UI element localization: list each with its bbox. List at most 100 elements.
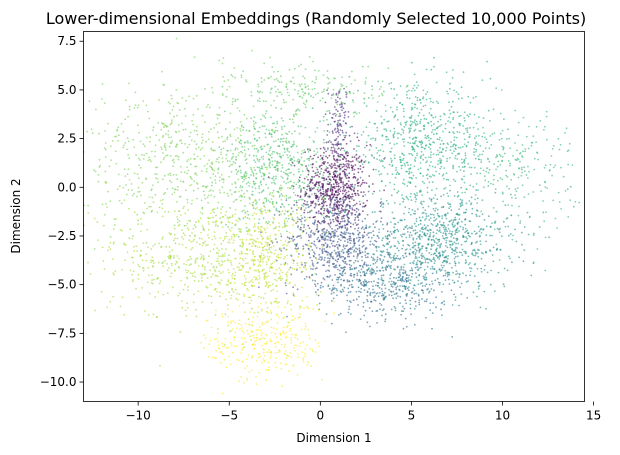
data-point (258, 185, 260, 188)
data-point (222, 253, 224, 256)
data-point (215, 123, 218, 126)
data-point (397, 230, 400, 233)
data-point (404, 299, 407, 302)
data-point (335, 185, 338, 188)
data-point (326, 243, 329, 246)
data-point (385, 138, 388, 141)
data-point (332, 220, 335, 223)
data-point (111, 140, 114, 142)
data-point (307, 88, 310, 90)
data-point (396, 171, 399, 174)
data-point (390, 151, 392, 153)
data-point (512, 234, 514, 237)
data-point (425, 174, 428, 177)
data-point (247, 148, 250, 151)
data-point (349, 186, 351, 189)
data-point (345, 198, 347, 200)
data-point (454, 144, 457, 147)
data-point (449, 184, 451, 187)
data-point (424, 134, 427, 137)
data-point (415, 257, 418, 259)
data-point (459, 146, 462, 149)
data-point (406, 287, 409, 290)
data-point (283, 101, 285, 104)
data-point (229, 112, 232, 115)
data-point (508, 234, 510, 237)
data-point (121, 269, 123, 271)
data-point (358, 290, 360, 293)
data-point (428, 143, 431, 145)
data-point (298, 218, 300, 221)
data-point (332, 183, 335, 186)
data-point (342, 267, 345, 269)
data-point (527, 147, 530, 150)
data-point (321, 238, 324, 241)
data-point (411, 107, 414, 110)
data-point (499, 177, 502, 180)
data-point (474, 144, 477, 147)
data-point (564, 132, 566, 134)
data-point (319, 188, 322, 191)
data-point (346, 223, 348, 225)
data-point (288, 241, 290, 243)
data-point (309, 187, 311, 190)
data-point (251, 193, 254, 196)
data-point (474, 157, 477, 160)
data-point (373, 244, 375, 246)
data-point (309, 236, 312, 238)
data-point (285, 199, 288, 202)
data-point (317, 69, 320, 72)
data-point (356, 145, 358, 147)
data-point (258, 136, 261, 139)
data-point (152, 201, 155, 204)
data-point (160, 161, 162, 164)
data-point (86, 130, 88, 133)
data-point (441, 254, 444, 257)
data-point (565, 127, 568, 130)
data-point (331, 94, 333, 96)
data-point (446, 192, 449, 195)
data-point (299, 174, 302, 176)
data-point (527, 165, 529, 168)
data-point (330, 236, 332, 239)
data-point (323, 162, 325, 165)
data-point (432, 238, 435, 241)
data-point (312, 96, 315, 99)
data-point (202, 255, 205, 257)
data-point (141, 266, 144, 269)
data-point (483, 290, 486, 293)
data-point (206, 185, 209, 188)
data-point (481, 135, 484, 138)
data-point (455, 273, 457, 276)
data-point (136, 173, 139, 176)
data-point (499, 112, 502, 115)
data-point (542, 200, 544, 202)
data-point (329, 218, 332, 221)
data-point (410, 153, 412, 155)
data-point (352, 101, 355, 103)
data-point (480, 210, 483, 213)
data-point (256, 90, 259, 93)
data-point (342, 188, 345, 190)
data-point (188, 135, 191, 138)
data-point (339, 290, 342, 293)
data-point (425, 118, 428, 121)
data-point (464, 223, 467, 226)
data-point (337, 258, 340, 260)
data-point (445, 213, 447, 216)
data-point (444, 127, 447, 130)
data-point (158, 206, 161, 209)
data-point (246, 140, 249, 143)
data-point (281, 210, 284, 213)
data-point (355, 237, 358, 239)
data-point (332, 132, 334, 134)
data-point (177, 156, 180, 158)
data-point (127, 207, 130, 210)
data-point (404, 270, 407, 273)
data-point (423, 128, 426, 130)
data-point (356, 278, 358, 281)
data-point (248, 196, 251, 199)
data-point (378, 190, 381, 192)
data-point (402, 327, 405, 330)
data-point (328, 139, 331, 142)
